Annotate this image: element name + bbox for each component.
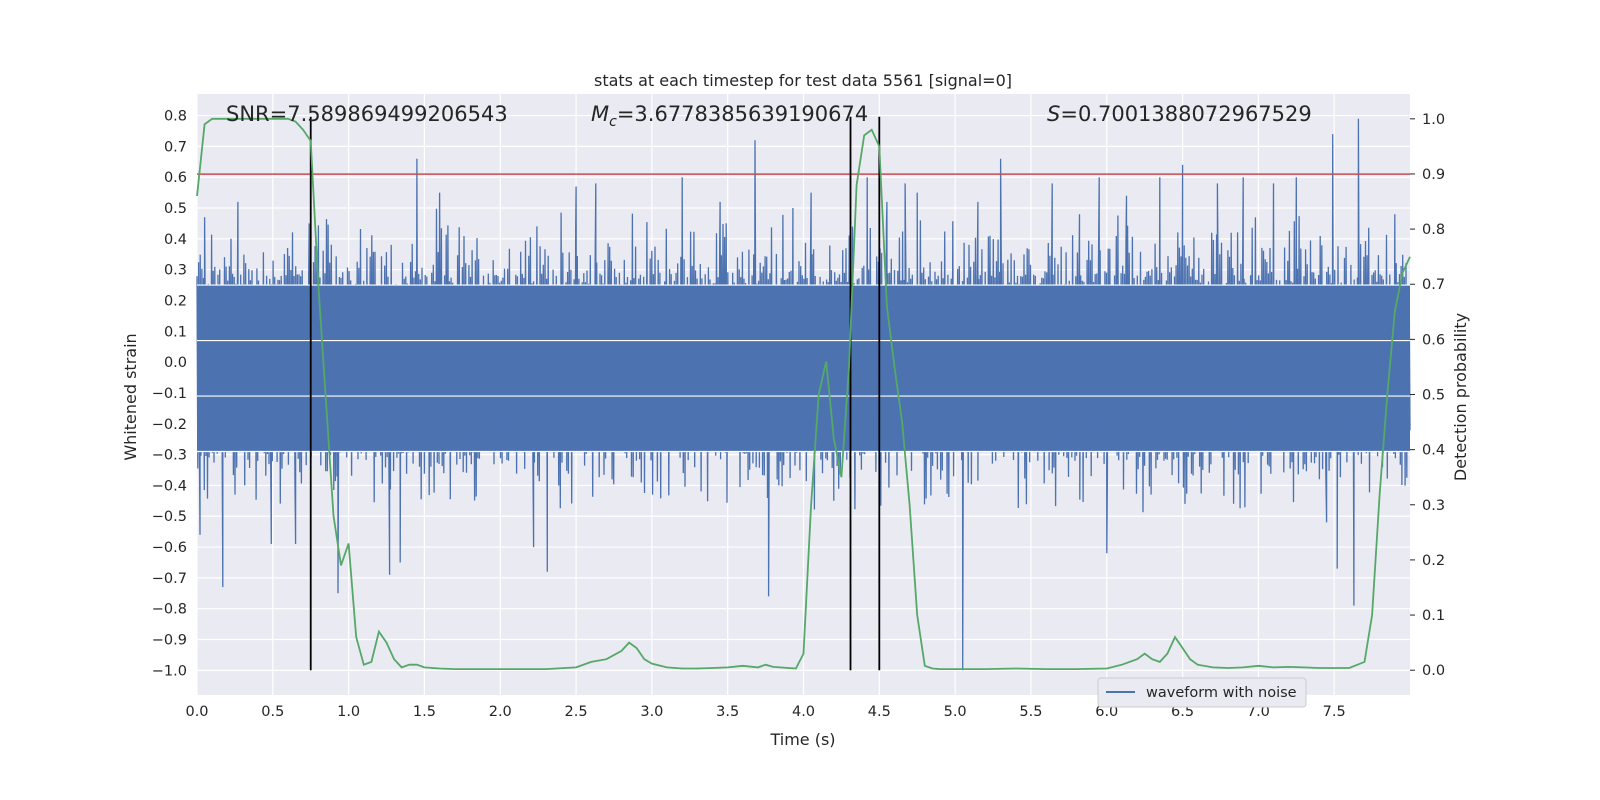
right-tick-label: 0.9 — [1422, 167, 1445, 183]
legend: waveform with noise — [1097, 677, 1307, 708]
right-tick-label: 0.2 — [1422, 553, 1445, 569]
left-tick-label: −0.6 — [152, 540, 187, 556]
x-tick-label: 5.5 — [1019, 704, 1042, 720]
mc-subscript: c — [609, 114, 617, 130]
left-tick-label: −0.5 — [152, 509, 187, 525]
x-tick-label: 1.0 — [337, 704, 360, 720]
left-tick-label: 0.3 — [164, 263, 187, 279]
x-tick-label: 2.5 — [565, 704, 588, 720]
left-tick-label: −0.3 — [152, 448, 187, 464]
right-tick-label: 0.7 — [1422, 277, 1445, 293]
x-tick-label: 0.5 — [261, 704, 284, 720]
left-tick-label: 0.1 — [164, 324, 187, 340]
x-tick-label: 4.0 — [792, 704, 815, 720]
s-value: =0.7001388072967529 — [1060, 102, 1311, 126]
left-tick-label: −0.9 — [152, 633, 187, 649]
x-tick-label: 7.0 — [1247, 704, 1270, 720]
waveform-series — [196, 118, 1411, 671]
x-tick-label: 3.0 — [640, 704, 663, 720]
left-tick-label: 0.0 — [164, 355, 187, 371]
left-tick-label: −1.0 — [152, 663, 187, 679]
legend-label-waveform: waveform with noise — [1146, 685, 1297, 701]
left-tick-label: −0.8 — [152, 602, 187, 618]
x-tick-label: 2.0 — [489, 704, 512, 720]
x-tick-label: 6.0 — [1095, 704, 1118, 720]
plot-area — [196, 116, 1411, 671]
x-tick-label: 0.0 — [185, 704, 208, 720]
annotation-mc: Mc=3.6778385639190674 — [591, 102, 868, 130]
left-axis-ticks: 0.8 0.7 0.6 0.5 0.4 0.3 0.2 0.1 0.0 −0.1 −0.2 −0.3 −… — [152, 109, 187, 680]
right-tick-label: 0.4 — [1422, 443, 1445, 459]
left-tick-label: −0.2 — [152, 417, 187, 433]
chart-title: stats at each timestep for test data 556… — [594, 71, 1012, 90]
x-axis-ticks: 0.0 0.5 1.0 1.5 2.0 2.5 3.0 3.5 4.0 4.5 5.0 5.5 6.0 6… — [185, 704, 1345, 720]
left-axis-label: Whitened strain — [121, 333, 140, 460]
right-tick-label: 0.8 — [1422, 222, 1445, 238]
left-tick-label: 0.5 — [164, 201, 187, 217]
detection-probability-line — [196, 117, 1411, 670]
x-axis-label: Time (s) — [769, 730, 835, 749]
left-tick-label: 0.4 — [164, 232, 187, 248]
svg-text:Mc=3.6778385639190674: Mc=3.6778385639190674 — [591, 102, 868, 130]
mc-value: =3.6778385639190674 — [617, 102, 868, 126]
x-tick-label: 6.5 — [1171, 704, 1194, 720]
legend-box — [1097, 677, 1307, 708]
left-tick-label: −0.4 — [152, 478, 187, 494]
x-tick-label: 1.5 — [413, 704, 436, 720]
right-tick-label: 0.5 — [1422, 388, 1445, 404]
left-tick-label: 0.6 — [164, 170, 187, 186]
snr-annotation: SNR=7.589869499206543 — [226, 102, 508, 126]
right-tick-label: 0.0 — [1422, 663, 1445, 679]
svg-text:S=0.7001388072967529: S=0.7001388072967529 — [1047, 102, 1312, 126]
left-tick-label: −0.7 — [152, 571, 187, 587]
left-tick-label: −0.1 — [152, 386, 187, 402]
x-tick-label: 7.5 — [1323, 704, 1346, 720]
left-tick-label: 0.8 — [164, 109, 187, 125]
x-tick-label: 4.5 — [868, 704, 891, 720]
left-tick-label: 0.7 — [164, 139, 187, 155]
mc-symbol: M — [591, 102, 609, 126]
annotation-s: S=0.7001388072967529 — [1047, 102, 1312, 126]
right-axis-label: Detection probability — [1451, 313, 1470, 481]
right-tick-label: 1.0 — [1422, 112, 1445, 128]
right-tick-label: 0.3 — [1422, 498, 1445, 514]
right-axis-ticks: 1.0 0.9 0.8 0.7 0.6 0.5 0.4 0.3 0.2 0.1 0.0 — [1410, 112, 1445, 679]
s-symbol: S — [1047, 102, 1060, 126]
annotation-snr: SNR=7.589869499206543 — [226, 102, 508, 126]
x-tick-label: 3.5 — [716, 704, 739, 720]
right-tick-label: 0.6 — [1422, 332, 1445, 348]
right-tick-label: 0.1 — [1422, 608, 1445, 624]
waveform-line — [196, 118, 1411, 671]
x-tick-label: 5.0 — [944, 704, 967, 720]
left-tick-label: 0.2 — [164, 293, 187, 309]
